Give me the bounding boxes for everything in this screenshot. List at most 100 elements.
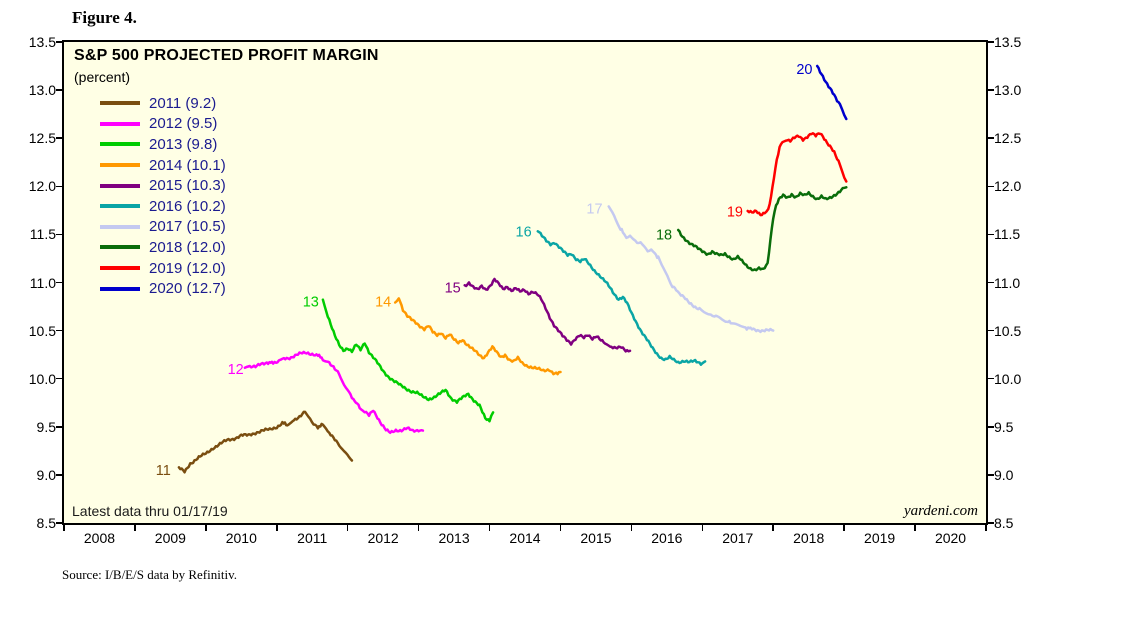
y-axis-label-right-8.5: 8.5 [994,515,1014,531]
legend-item-2018: 2018 (12.0) [100,237,226,258]
legend-label-2020: 2020 (12.7) [149,280,226,298]
x-axis-tick-2009 [134,525,136,531]
legend-swatch-2019 [100,266,140,271]
figure-number-label: Figure 4. [72,8,137,27]
legend-label-2012: 2012 (9.5) [149,115,218,133]
series-inline-label-2016: 16 [516,225,532,241]
x-axis-tick-2008 [63,525,65,531]
series-inline-label-2011: 11 [156,463,171,479]
y-axis-tick-right-10.0 [988,377,994,380]
y-axis-tick-right-9.0 [988,474,994,476]
x-axis-tick-2016 [630,525,633,531]
y-axis-tick-left-9.5 [56,426,62,428]
legend-label-2019: 2019 (12.0) [149,259,226,277]
x-axis-tick-2011 [276,525,278,531]
x-axis-label-2009: 2009 [154,530,186,546]
series-line-2014 [393,297,562,376]
legend-item-2011: 2011 (9.2) [100,93,226,114]
legend-label-2013: 2013 (9.8) [149,135,218,153]
y-axis-tick-left-11.5 [56,233,62,236]
series-line-2017 [607,205,775,334]
y-axis-tick-right-9.5 [988,426,994,428]
series-inline-label-2012: 12 [228,362,244,378]
series-line-2018 [676,186,848,272]
y-axis-label-left-8.5: 8.5 [36,515,56,531]
series-line-2012 [243,350,425,435]
series-line-2016 [536,230,707,366]
series-line-2019 [746,132,848,217]
series-line-2020 [815,64,848,121]
y-axis-label-right-10.0: 10.0 [994,370,1022,387]
y-axis-label-left-12.0: 12.0 [28,178,56,195]
y-axis-tick-left-8.5 [56,522,62,524]
y-axis-label-right-10.5: 10.5 [994,322,1022,339]
x-axis-label-2013: 2013 [438,530,470,546]
x-axis-tick-2019 [843,525,845,531]
x-axis-label-2014: 2014 [509,530,541,546]
legend-item-2012: 2012 (9.5) [100,114,226,135]
x-axis-label-2016: 2016 [651,530,683,546]
legend-item-2016: 2016 (10.2) [100,196,226,217]
y-axis-label-left-9.0: 9.0 [36,466,56,483]
series-inline-label-2019: 19 [727,204,743,220]
y-axis-label-right-11.5: 11.5 [994,226,1021,243]
y-axis-label-right-12.0: 12.0 [994,178,1022,195]
legend-swatch-2011 [100,101,140,106]
y-axis-tick-left-12.0 [56,185,62,188]
y-axis-tick-right-13.5 [988,41,994,43]
legend-item-2017: 2017 (10.5) [100,217,226,238]
legend-swatch-2016 [100,204,140,209]
series-inline-label-2020: 20 [796,62,812,78]
x-axis-label-2010: 2010 [225,530,257,546]
x-axis-tick-2018 [772,525,774,531]
x-axis-label-2008: 2008 [83,530,116,546]
x-axis-label-2015: 2015 [580,530,612,546]
y-axis-label-right-12.5: 12.5 [994,130,1022,147]
legend-item-2014: 2014 (10.1) [100,155,226,176]
y-axis-label-left-13.0: 13.0 [28,82,56,99]
y-axis-label-right-9.5: 9.5 [994,418,1014,435]
y-axis-tick-right-12.5 [988,137,994,139]
y-axis-tick-right-11.5 [988,233,994,236]
y-axis-label-right-13.5: 13.5 [994,34,1022,50]
y-axis-tick-left-9.0 [56,474,62,476]
x-axis-tick-2014 [488,525,491,531]
legend-label-2017: 2017 (10.5) [149,218,226,236]
legend-label-2016: 2016 (10.2) [149,197,226,215]
legend-swatch-2014 [100,163,140,168]
y-axis-label-left-12.5: 12.5 [28,130,56,147]
plot-area: 11 12 13 14 15 16 17 18 19 20 S&P 500 PROJECTED P… [62,40,988,525]
y-axis-tick-left-12.5 [56,137,62,139]
yardeni-brand-mark: yardeni.com [903,503,978,519]
y-axis-tick-left-10.0 [56,377,62,380]
chart-subtitle: (percent) [74,69,131,85]
series-line-2015 [463,277,632,353]
legend-label-2011: 2011 (9.2) [149,94,217,112]
x-axis-tick-2020 [914,525,916,531]
legend-label-2018: 2018 (12.0) [149,238,226,256]
legend-item-2019: 2019 (12.0) [100,258,226,279]
legend-swatch-2020 [100,286,140,291]
chart-canvas: 11 12 13 14 15 16 17 18 19 20 [156,62,848,479]
y-axis-label-left-10.0: 10.0 [28,370,56,387]
x-axis-tick-2012 [346,525,349,531]
y-axis-tick-right-8.5 [988,522,994,524]
y-axis-label-left-10.5: 10.5 [28,322,56,339]
y-axis-label-right-11.0: 11.0 [994,274,1021,291]
legend-item-2013: 2013 (9.8) [100,134,226,155]
legend-label-2014: 2014 (10.1) [149,156,226,174]
series-line-2013 [321,298,495,423]
y-axis-label-left-9.5: 9.5 [36,418,56,435]
x-axis-tick-2017 [701,525,704,531]
series-line-2011 [177,410,354,474]
y-axis-label-left-11.0: 11.0 [29,274,56,291]
x-axis-label-2020: 2020 [934,530,967,546]
legend: 2011 (9.2) 2012 (9.5) 2013 (9.8) 2014 (10.1… [100,93,226,299]
legend-swatch-2018 [100,245,140,250]
x-axis-label-2018: 2018 [793,530,825,546]
y-axis-tick-left-13.5 [56,41,62,43]
y-axis-tick-right-12.0 [988,185,994,188]
x-axis-tick-2010 [205,525,207,531]
legend-swatch-2012 [100,121,140,126]
